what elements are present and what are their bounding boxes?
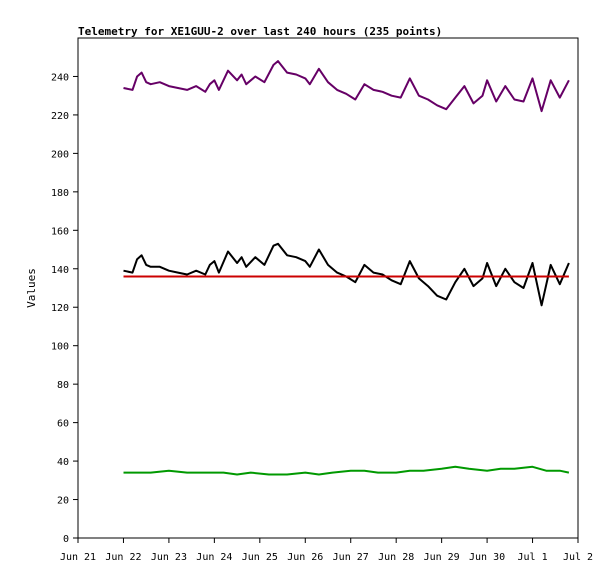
x-tick-label: Jun 24 (196, 552, 232, 563)
plot-frame (77, 37, 579, 539)
x-tick-label: Jun 27 (333, 552, 369, 563)
y-axis-ticks: 0 20 40 60 80 100 120 140 160 180 200 220 240 (51, 72, 78, 545)
y-tick-label: 220 (51, 111, 69, 122)
x-tick-label: Jun 22 (105, 552, 141, 563)
y-axis-label: Values (25, 268, 38, 308)
series-line-2 (123, 242, 570, 307)
x-tick-label: Jun 26 (287, 552, 323, 563)
y-tick-label: 240 (51, 72, 69, 83)
y-tick-label: 160 (51, 226, 69, 237)
x-tick-label: Jul 2 (563, 552, 593, 563)
x-tick-label: Jun 29 (424, 552, 460, 563)
y-tick-label: 100 (51, 342, 69, 353)
x-tick-label: Jun 30 (469, 552, 505, 563)
y-tick-label: 200 (51, 149, 69, 160)
y-tick-label: 0 (63, 534, 69, 545)
y-tick-label: 180 (51, 188, 69, 199)
y-tick-label: 60 (57, 419, 69, 430)
x-axis-ticks: Jun 21 Jun 22 Jun 23 Jun 24 Jun 25 Jun 26 Jun … (60, 538, 593, 563)
y-tick-label: 140 (51, 265, 69, 276)
series-line-1 (123, 60, 570, 113)
chart-title: Telemetry for XE1GUU-2 over last 240 hou… (78, 25, 442, 38)
x-tick-label: Jun 25 (242, 552, 278, 563)
x-tick-label: Jun 28 (378, 552, 414, 563)
x-tick-label: Jun 21 (60, 552, 96, 563)
x-tick-label: Jul 1 (517, 552, 547, 563)
y-tick-label: 80 (57, 380, 69, 391)
series-line-4 (123, 465, 570, 476)
x-tick-label: Jun 23 (151, 552, 187, 563)
y-tick-label: 120 (51, 303, 69, 314)
y-tick-label: 20 (57, 496, 69, 507)
y-tick-label: 40 (57, 457, 69, 468)
series-layer (123, 60, 570, 476)
